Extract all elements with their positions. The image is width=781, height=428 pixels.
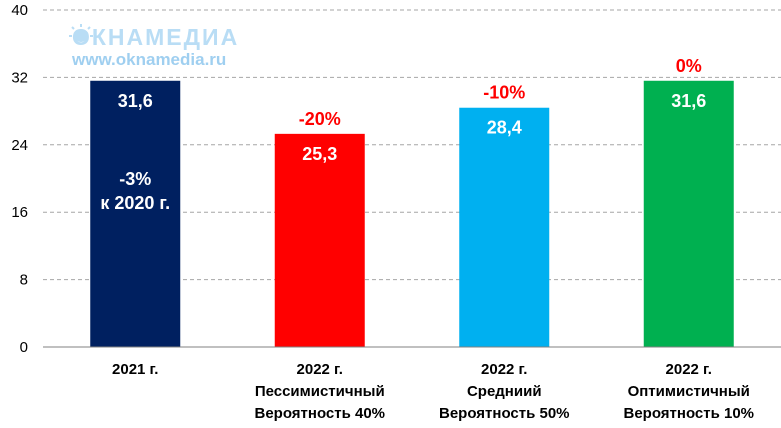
y-tick-label: 24: [11, 137, 28, 154]
x-category-label: Вероятность 40%: [254, 405, 385, 422]
x-category-label: Оптимистичный: [628, 383, 750, 400]
y-tick-label: 16: [11, 204, 28, 221]
x-category-label: Вероятность 10%: [623, 405, 754, 422]
x-category-label: Средниий: [467, 383, 542, 400]
x-category-label: 2022 г.: [666, 361, 712, 378]
bar-labels: 31,6 25,3 -20% 28,4 -10% 31,6 0% -3% к 2020 г.: [100, 56, 706, 213]
x-category-label: Пессимистичный: [255, 383, 385, 400]
y-tick-label: 32: [11, 69, 28, 86]
bar: [90, 80, 181, 348]
bar-value-label: 25,3: [302, 144, 337, 164]
x-category-label: Вероятность 50%: [439, 405, 570, 422]
change-label: -10%: [483, 83, 525, 103]
bar: [274, 133, 365, 347]
sun-logo-icon: [69, 24, 93, 42]
x-category-label: 2022 г.: [297, 361, 343, 378]
change-label: -20%: [299, 109, 341, 129]
inner-annotation-label: к 2020 г.: [100, 193, 170, 213]
watermark-logo-text: ОКНАМЕДИА: [72, 24, 239, 50]
y-tick-label: 8: [20, 272, 28, 289]
bar-value-label: 31,6: [671, 91, 706, 111]
watermark: ОКНАМЕДИА www.oknamedia.ru: [69, 24, 239, 69]
y-tick-label: 40: [11, 2, 28, 19]
bar: [643, 80, 734, 348]
watermark-url: www.oknamedia.ru: [71, 50, 226, 69]
bar-value-label: 28,4: [487, 118, 522, 138]
y-axis-tick-labels: 0 8 16 24 32 40: [11, 2, 28, 356]
change-label: 0%: [676, 56, 702, 76]
inner-annotation-label: -3%: [119, 169, 151, 189]
x-axis-category-labels: 2021 г. 2022 г. Пессимистичный Вероятность …: [112, 361, 754, 422]
bar-value-label: 31,6: [118, 91, 153, 111]
bar: [459, 107, 550, 347]
y-tick-label: 0: [20, 339, 28, 356]
bars: [90, 80, 734, 348]
x-category-label: 2022 г.: [481, 361, 527, 378]
x-category-label: 2021 г.: [112, 361, 158, 378]
